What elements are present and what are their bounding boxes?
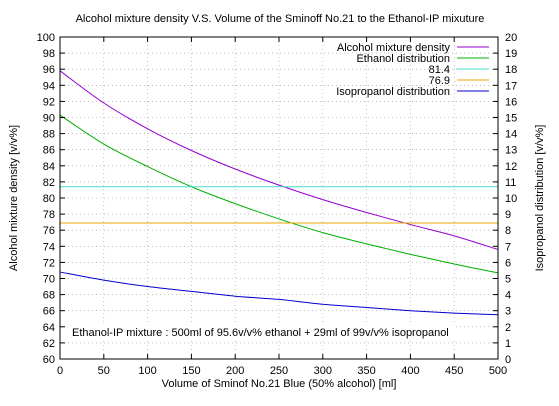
y2-tick-label: 16 [505, 96, 517, 108]
x-tick-label: 100 [138, 365, 156, 377]
x-tick-label: 400 [401, 365, 419, 377]
series-line [59, 271, 499, 316]
y2-axis-label: Isopropanol distribution [v/v%] [534, 125, 546, 272]
x-axis-label: Volume of Sminof No.21 Blue (50% alcohol… [162, 378, 397, 390]
y2-tick-label: 5 [505, 274, 511, 286]
y-tick-label: 98 [43, 48, 55, 60]
y2-tick-label: 13 [505, 145, 517, 157]
y-tick-label: 76 [43, 225, 55, 237]
y-tick-label: 96 [43, 64, 55, 76]
y2-tick-label: 12 [505, 161, 517, 173]
y2-tick-label: 14 [505, 129, 517, 141]
y-tick-label: 94 [43, 80, 55, 92]
y2-tick-label: 3 [505, 306, 511, 318]
tick-labels: 0 50 100 150 200 250 300 350 400 450 5006062646668… [37, 32, 518, 377]
y2-tick-label: 10 [505, 193, 517, 205]
y-tick-label: 70 [43, 274, 55, 286]
y2-tick-label: 17 [505, 80, 517, 92]
y2-tick-label: 4 [505, 290, 511, 302]
x-tick-label: 500 [489, 365, 507, 377]
grid-lines [60, 37, 498, 359]
y-tick-label: 92 [43, 96, 55, 108]
y-tick-label: 62 [43, 338, 55, 350]
legend-label: 76.9 [429, 75, 450, 87]
y2-tick-label: 15 [505, 113, 517, 125]
series-line [59, 114, 499, 274]
x-tick-label: 300 [314, 365, 332, 377]
legend-label: Ethanol distribution [356, 53, 450, 65]
series-line [59, 70, 499, 250]
x-tick-label: 0 [57, 365, 63, 377]
y-tick-label: 86 [43, 145, 55, 157]
y-tick-label: 66 [43, 306, 55, 318]
y-tick-label: 90 [43, 113, 55, 125]
y-tick-label: 78 [43, 209, 55, 221]
x-tick-label: 200 [226, 365, 244, 377]
x-tick-label: 250 [270, 365, 288, 377]
y2-tick-label: 2 [505, 322, 511, 334]
y-axis-label: Alcohol mixture density [v/v%] [8, 125, 20, 271]
chart-title: Alcohol mixture density V.S. Volume of t… [76, 13, 485, 25]
y2-tick-label: 9 [505, 209, 511, 221]
y2-tick-label: 18 [505, 64, 517, 76]
y-tick-label: 74 [43, 241, 55, 253]
y-tick-label: 88 [43, 129, 55, 141]
y-tick-label: 64 [43, 322, 55, 334]
legend-label: Isopropanol distribution [336, 86, 450, 98]
y-tick-label: 100 [37, 32, 55, 44]
legend-label: Alcohol mixture density [337, 42, 451, 54]
axis-ticks [59, 36, 499, 360]
y-tick-label: 80 [43, 193, 55, 205]
y-tick-label: 72 [43, 257, 55, 269]
series-lines [59, 70, 499, 316]
x-tick-label: 350 [357, 365, 375, 377]
y2-tick-label: 1 [505, 338, 511, 350]
y2-tick-label: 20 [505, 32, 517, 44]
annotation: Ethanol-IP mixture : 500ml of 95.6v/v% e… [72, 327, 449, 339]
y2-tick-label: 7 [505, 241, 511, 253]
y-tick-label: 60 [43, 354, 55, 366]
y2-tick-label: 8 [505, 225, 511, 237]
annotation-box [65, 322, 455, 340]
y2-tick-label: 6 [505, 257, 511, 269]
y-tick-label: 82 [43, 177, 55, 189]
y2-tick-label: 19 [505, 48, 517, 60]
x-tick-label: 150 [182, 365, 200, 377]
legend-label: 81.4 [429, 64, 450, 76]
y-tick-label: 84 [43, 161, 55, 173]
y2-tick-label: 0 [505, 354, 511, 366]
x-tick-label: 450 [445, 365, 463, 377]
x-tick-label: 50 [98, 365, 110, 377]
y-tick-label: 68 [43, 290, 55, 302]
y2-tick-label: 11 [505, 177, 516, 189]
